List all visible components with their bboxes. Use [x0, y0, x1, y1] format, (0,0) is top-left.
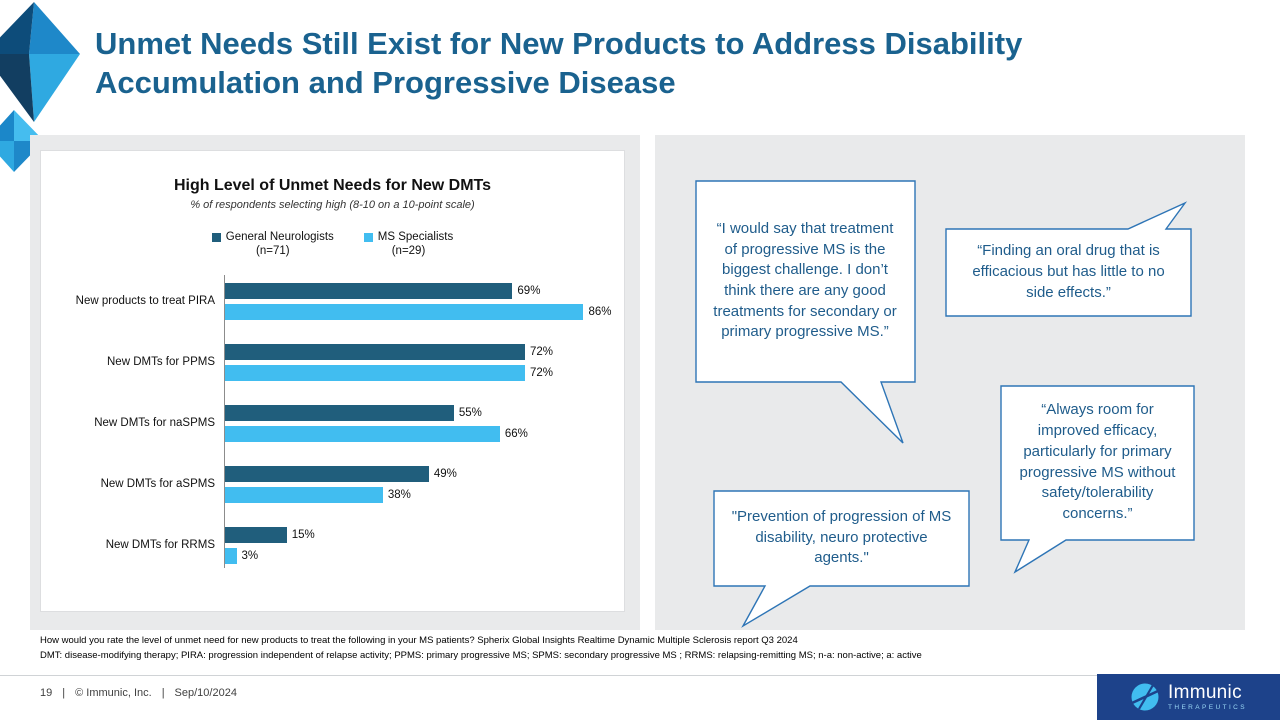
- chart-body: New products to treat PIRA 69% 86% New DMTs…: [41, 275, 624, 568]
- brand-tagline: THERAPEUTICS: [1167, 703, 1247, 711]
- footer: 19 | © Immunic, Inc. | Sep/10/2024: [40, 687, 237, 699]
- value-label: 38%: [387, 489, 411, 501]
- value-label: 69%: [517, 285, 541, 297]
- slide-title: Unmet Needs Still Exist for New Products…: [95, 26, 1023, 101]
- footer-divider: [0, 675, 1280, 676]
- value-label: 15%: [291, 529, 315, 541]
- bar: [224, 426, 500, 442]
- axis-line: [224, 275, 225, 568]
- category-label: New DMTs for PPMS: [107, 355, 215, 368]
- value-label: 66%: [504, 428, 528, 440]
- bar-group: New products to treat PIRA 69% 86%: [41, 283, 624, 320]
- speech-bubble-icon: [713, 490, 970, 628]
- legend-item: MS Specialists (n=29): [363, 231, 454, 257]
- brand-text: Immunic THERAPEUTICS: [1168, 683, 1247, 712]
- quote-bubble-4: “Always room for improved efficacy, part…: [1000, 385, 1200, 577]
- value-label: 72%: [529, 367, 553, 379]
- bar-group: New DMTs for PPMS 72% 72%: [41, 344, 624, 381]
- chart-legend: General Neurologists (n=71) MS Specialists…: [41, 231, 624, 257]
- page-number: 19: [40, 687, 53, 699]
- legend-label: General Neurologists: [225, 231, 334, 243]
- quote-text: “I would say that treatment of progressi…: [713, 219, 897, 341]
- copyright: © Immunic, Inc.: [75, 687, 152, 699]
- legend-n-count: (n=71): [256, 245, 290, 257]
- category-label: New DMTs for aSPMS: [100, 477, 215, 490]
- value-label: 86%: [588, 306, 612, 318]
- quote-bubble-1: “I would say that treatment of progressi…: [695, 180, 927, 448]
- legend-swatch: [211, 232, 221, 242]
- chart-title: High Level of Unmet Needs for New DMTs: [173, 177, 492, 194]
- speech-bubble-icon: [945, 201, 1192, 317]
- bar: [224, 405, 454, 421]
- quote-text: “Always room for improved efficacy, part…: [1019, 401, 1176, 522]
- category-label: New DMTs for RRMS: [105, 538, 215, 551]
- legend-n-count: (n=29): [391, 245, 426, 257]
- bar: [224, 466, 429, 482]
- legend-item: General Neurologists (n=71): [211, 231, 334, 257]
- bar: [224, 304, 584, 320]
- immunic-logo-icon: [1131, 683, 1159, 711]
- footer-separator: |: [62, 687, 66, 699]
- bar: [224, 527, 287, 543]
- category-label: New products to treat PIRA: [75, 294, 215, 307]
- bar: [224, 344, 525, 360]
- value-label: 3%: [241, 550, 259, 562]
- bar-group: New DMTs for RRMS 15% 3%: [41, 527, 624, 564]
- footnote-1: How would you rate the level of unmet ne…: [40, 635, 798, 646]
- bar: [224, 283, 513, 299]
- footnotes: How would you rate the level of unmet ne…: [40, 634, 1240, 663]
- bar: [224, 548, 237, 564]
- chart-subtitle: % of respondents selecting high (8-10 on…: [190, 199, 475, 211]
- footer-separator: |: [161, 687, 165, 699]
- company-gem-logo-icon: [0, 2, 80, 172]
- bar: [224, 487, 383, 503]
- bar-group: New DMTs for naSPMS 55% 66%: [41, 405, 624, 442]
- value-label: 55%: [458, 407, 482, 419]
- quote-bubble-3: "Prevention of progression of MS disabil…: [713, 490, 971, 630]
- quote-bubble-2: “Finding an oral drug that is efficaciou…: [945, 200, 1193, 318]
- legend-swatch: [363, 232, 373, 242]
- value-label: 72%: [529, 346, 553, 358]
- chart-card: High Level of Unmet Needs for New DMTs %…: [40, 150, 625, 612]
- legend-label: MS Specialists: [377, 231, 454, 243]
- bar: [224, 365, 525, 381]
- footnote-2: DMT: disease-modifying therapy; PIRA: pr…: [40, 649, 922, 661]
- value-label: 49%: [433, 468, 457, 480]
- speech-bubble-icon: [695, 180, 916, 444]
- brand-name: Immunic: [1167, 681, 1242, 703]
- quote-text: “Finding an oral drug that is efficaciou…: [972, 242, 1165, 301]
- slide-date: Sep/10/2024: [174, 687, 237, 699]
- bar-group: New DMTs for aSPMS 49% 38%: [41, 466, 624, 503]
- category-label: New DMTs for naSPMS: [94, 416, 215, 429]
- quote-text: "Prevention of progression of MS disabil…: [731, 507, 952, 567]
- brand-block: Immunic THERAPEUTICS: [1097, 674, 1280, 720]
- speech-bubble-icon: [1000, 385, 1195, 574]
